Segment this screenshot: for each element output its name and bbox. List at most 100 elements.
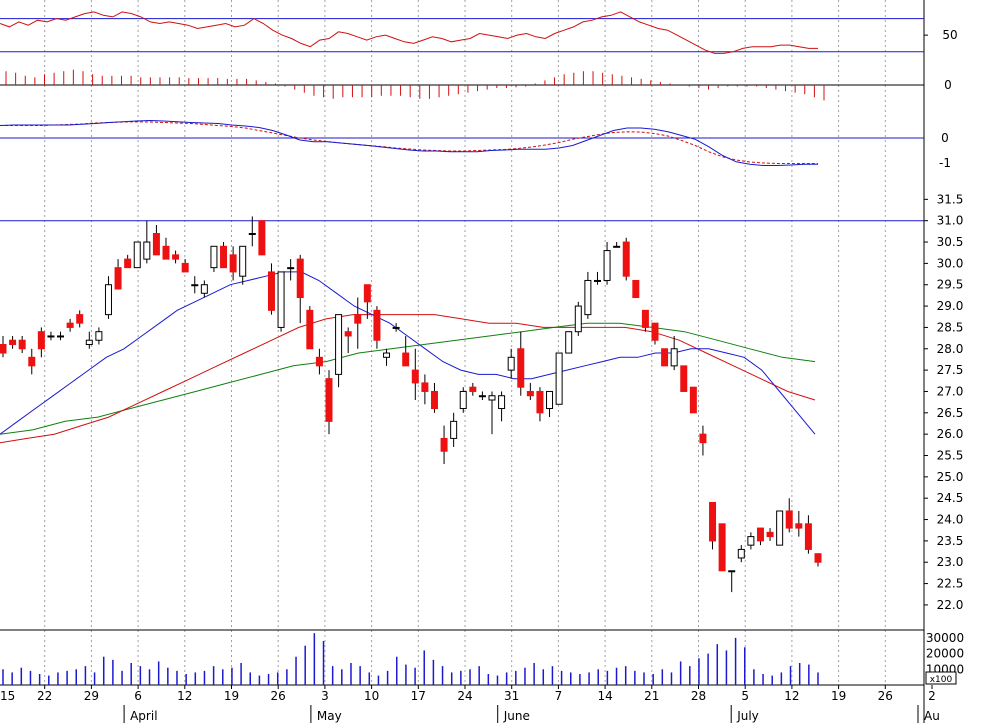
x-month-label: July xyxy=(736,709,759,723)
candle-body xyxy=(143,241,151,260)
candle xyxy=(172,250,180,264)
candle xyxy=(766,528,774,541)
candle xyxy=(47,331,55,341)
candle-body xyxy=(258,220,266,256)
candle xyxy=(728,570,736,593)
candle-body xyxy=(28,356,36,367)
candle xyxy=(277,271,285,332)
volume-tick-label: 20000 xyxy=(926,647,964,661)
candle xyxy=(584,271,592,319)
macd-tick-label: -1 xyxy=(939,156,951,170)
price-tick-label: 27.5 xyxy=(937,363,964,377)
candle xyxy=(239,245,247,285)
candle xyxy=(200,280,208,298)
candle xyxy=(689,386,697,414)
candle-body xyxy=(785,510,793,529)
x-day-label: 3 xyxy=(321,689,329,703)
candle xyxy=(517,331,525,396)
candle-body xyxy=(402,352,410,367)
candle xyxy=(469,382,477,396)
candle-body xyxy=(248,233,256,235)
candle-body xyxy=(555,352,563,405)
candle-body xyxy=(296,258,304,299)
x-day-label: 17 xyxy=(411,689,426,703)
candle xyxy=(478,391,486,400)
candle xyxy=(363,284,371,319)
candle-body xyxy=(756,527,764,542)
candle xyxy=(546,390,554,418)
price-tick-label: 22.5 xyxy=(937,577,964,591)
candle-body xyxy=(498,395,506,410)
candle-body xyxy=(229,254,237,273)
candle xyxy=(210,245,218,272)
x-day-label: 14 xyxy=(597,689,612,703)
candle-body xyxy=(795,523,803,529)
ma-short-line xyxy=(0,271,816,435)
candle-body xyxy=(104,284,112,316)
candle xyxy=(124,254,132,269)
candle-body xyxy=(488,395,496,401)
candle xyxy=(488,391,496,435)
candle-body xyxy=(200,284,208,294)
candle-body xyxy=(776,510,784,546)
price-tick-label: 23.5 xyxy=(937,534,964,548)
price-tick-label: 28.5 xyxy=(937,320,964,334)
candle xyxy=(287,259,295,281)
candle-body xyxy=(95,331,103,341)
candle xyxy=(632,279,640,299)
candle xyxy=(756,527,764,546)
candle xyxy=(593,271,601,285)
candle xyxy=(181,259,189,273)
macd-line xyxy=(0,119,818,166)
candle xyxy=(574,301,582,336)
candle xyxy=(670,335,678,371)
candle-body xyxy=(85,339,93,346)
candle-body xyxy=(0,344,7,354)
candle-body xyxy=(804,523,812,550)
x-month-label: May xyxy=(317,709,342,723)
x-day-label: 19 xyxy=(224,689,239,703)
candle xyxy=(498,391,506,422)
price-tick-label: 25.0 xyxy=(937,470,964,484)
candle xyxy=(95,327,103,345)
price-tick-label: 29.0 xyxy=(937,299,964,313)
x-day-label: 12 xyxy=(784,689,799,703)
candle-body xyxy=(593,279,601,282)
candle xyxy=(661,348,669,367)
candle-body xyxy=(239,245,247,277)
x-day-label: 12 xyxy=(177,689,192,703)
candle xyxy=(267,263,275,315)
price-tick-label: 25.5 xyxy=(937,449,964,463)
price-tick-label: 29.5 xyxy=(937,278,964,292)
candle xyxy=(450,412,458,447)
x-month-label: Au xyxy=(924,709,940,723)
candle-body xyxy=(574,305,582,333)
x-day-label: 26 xyxy=(271,689,286,703)
candle xyxy=(776,510,784,546)
x-day-label: 7 xyxy=(555,689,563,703)
candle-body xyxy=(546,390,554,410)
candle-body xyxy=(363,284,371,303)
candle xyxy=(440,425,448,465)
candle-body xyxy=(641,309,649,328)
candle xyxy=(699,425,707,456)
candle xyxy=(402,335,410,367)
candle-body xyxy=(670,348,678,367)
candle xyxy=(133,241,141,269)
candle-body xyxy=(450,420,458,439)
candle xyxy=(555,352,563,405)
x-day-label: 19 xyxy=(831,689,846,703)
candle xyxy=(9,335,17,349)
candle xyxy=(737,545,745,563)
price-tick-label: 30.5 xyxy=(937,235,964,249)
candle xyxy=(114,259,122,290)
candle xyxy=(459,387,467,413)
candle xyxy=(37,327,45,358)
ma-long-line xyxy=(0,322,816,435)
x-day-label: 29 xyxy=(84,689,99,703)
rsi-tick-label: 50 xyxy=(942,28,957,42)
price-tick-label: 24.5 xyxy=(937,491,964,505)
x-day-label: 22 xyxy=(37,689,52,703)
